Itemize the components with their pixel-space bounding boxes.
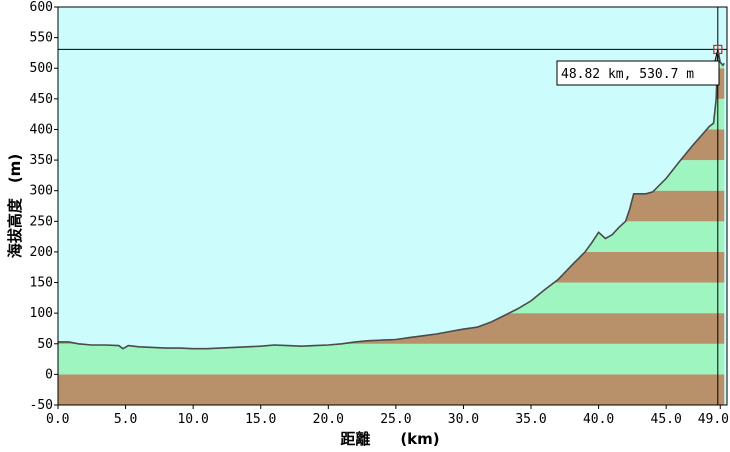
y-tick-label: 50 [37, 337, 53, 352]
x-tick-label: 5.0 [114, 412, 137, 427]
x-tick-label: 15.0 [245, 412, 276, 427]
readout-leader [714, 49, 719, 62]
x-tick-label: 45.0 [651, 412, 682, 427]
x-tick-label: 10.0 [177, 412, 208, 427]
readout-box [556, 60, 720, 86]
y-tick-label: -50 [30, 398, 53, 413]
elevation-band [58, 374, 725, 405]
y-tick-label: 150 [30, 276, 53, 291]
x-tick-label: 0.0 [46, 412, 69, 427]
y-tick-label: 500 [30, 61, 53, 76]
x-tick-label: 25.0 [380, 412, 411, 427]
crosshair-cursor[interactable]: 48.82 km, 530.7 m [58, 7, 727, 405]
y-tick-label: 100 [30, 306, 53, 321]
plot-frame [57, 6, 728, 406]
y-tick-label: 350 [30, 153, 53, 168]
y-tick-label: 200 [30, 245, 53, 260]
y-tick-label: 600 [30, 0, 53, 15]
y-axis-title: 海拔高度 (m) [6, 154, 24, 258]
readout-label: 48.82 km, 530.7 m [561, 67, 694, 82]
y-tick-label: 400 [30, 122, 53, 137]
profile-line [58, 49, 725, 350]
y-tick-label: 450 [30, 92, 53, 107]
y-tick-label: 300 [30, 184, 53, 199]
x-axis-title: 距離 (km) [340, 430, 439, 448]
elevation-profile [58, 49, 725, 350]
x-axis: 0.0 5.0 10.0 15.0 20.0 25.0 30.0 35.0 40.0 45.0 49… [46, 405, 729, 427]
x-tick-label: 49.0 [698, 412, 729, 427]
x-tick-label: 30.0 [448, 412, 479, 427]
x-tick-label: 35.0 [515, 412, 546, 427]
y-tick-label: 0 [45, 367, 53, 382]
x-tick-label: 40.0 [583, 412, 614, 427]
y-tick-label: 250 [30, 214, 53, 229]
x-tick-label: 20.0 [313, 412, 344, 427]
y-tick-label: 550 [30, 31, 53, 46]
